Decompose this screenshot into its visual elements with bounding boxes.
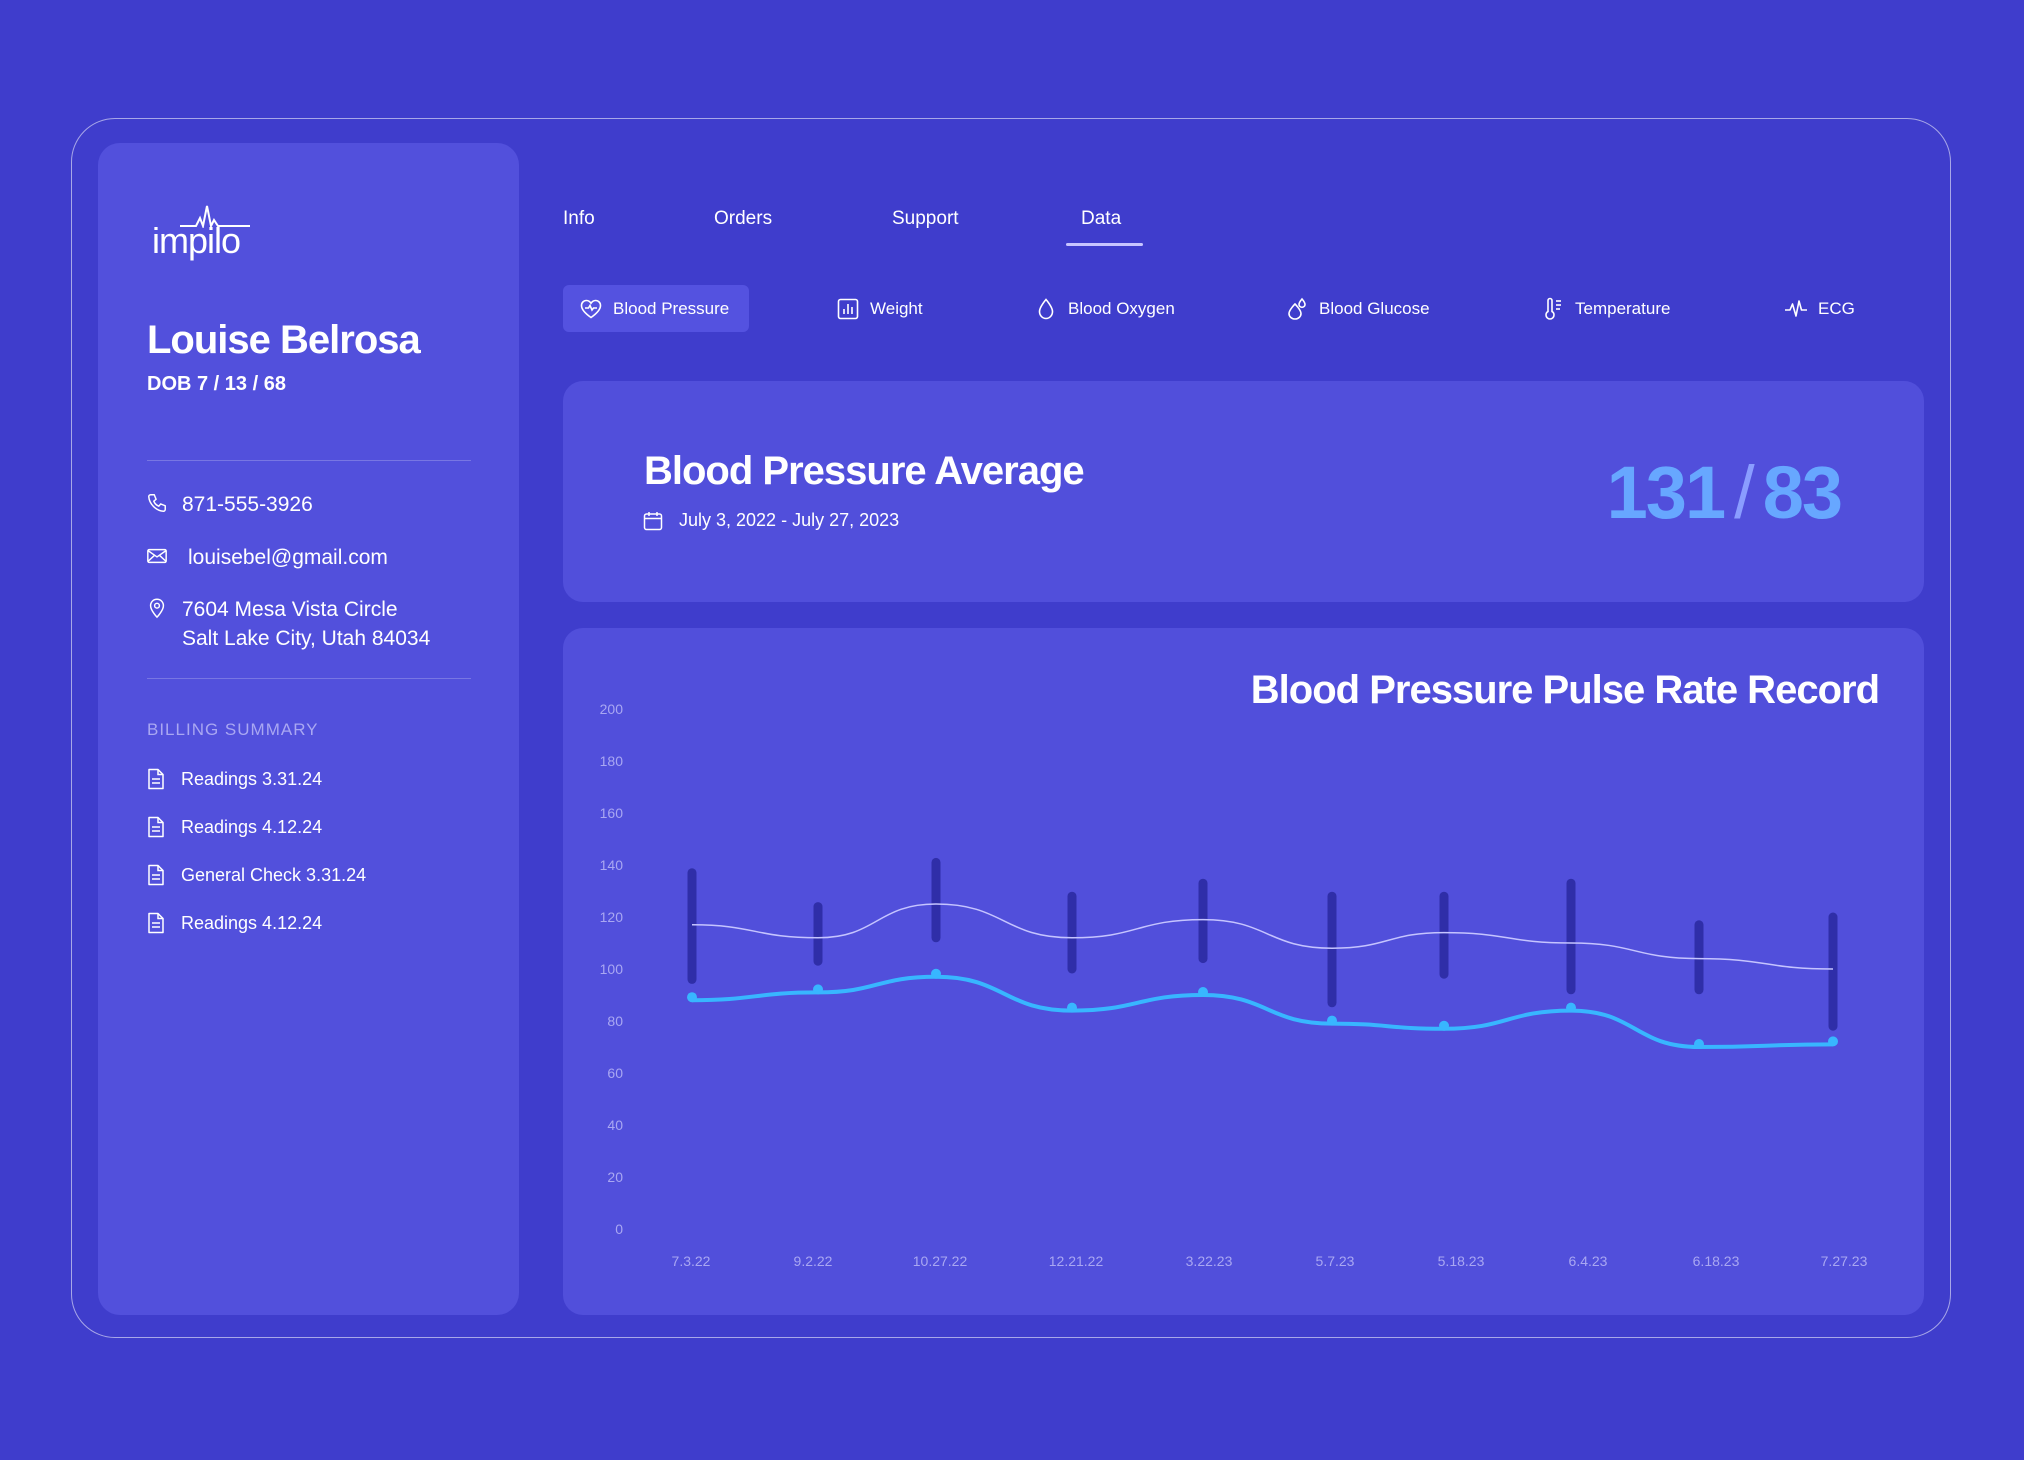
subtab-weight[interactable]: Weight xyxy=(836,285,923,332)
pulse-point xyxy=(1828,1036,1838,1047)
logo-text: impilo xyxy=(152,220,241,261)
patient-sidebar xyxy=(98,143,519,1315)
y-tick-label: 40 xyxy=(607,1117,623,1133)
address-line-2: Salt Lake City, Utah 84034 xyxy=(182,627,431,650)
average-line xyxy=(691,903,1834,970)
x-tick-label: 7.27.23 xyxy=(1821,1253,1868,1269)
billing-item[interactable]: General Check 3.31.24 xyxy=(146,864,366,886)
drops-icon xyxy=(1288,297,1306,320)
tab-orders[interactable]: Orders xyxy=(714,208,773,229)
y-tick-label: 80 xyxy=(607,1013,623,1029)
divider xyxy=(147,678,471,679)
y-tick-label: 100 xyxy=(600,961,624,977)
patient-name: Louise Belrosa xyxy=(147,318,421,362)
email-address: louisebel@gmail.com xyxy=(188,546,388,569)
billing-item-label: General Check 3.31.24 xyxy=(181,864,367,885)
bp-average-value: 131/83 xyxy=(1606,450,1843,535)
phone-icon xyxy=(148,494,166,512)
address: 7604 Mesa Vista Circle Salt Lake City, U… xyxy=(182,595,430,653)
x-tick-label: 10.27.22 xyxy=(913,1253,968,1269)
subtab-label: Weight xyxy=(870,298,923,318)
document-icon xyxy=(148,912,164,934)
pulse-point xyxy=(1327,1015,1337,1026)
chart-title: Blood Pressure Pulse Rate Record xyxy=(1250,668,1880,712)
y-tick-label: 200 xyxy=(600,701,624,717)
pulse-point xyxy=(813,984,823,995)
pulse-point xyxy=(931,968,941,979)
y-tick-label: 140 xyxy=(600,857,624,873)
x-tick-label: 6.18.23 xyxy=(1693,1253,1740,1269)
x-tick-label: 5.18.23 xyxy=(1438,1253,1485,1269)
logo-pulse-icon xyxy=(180,205,250,228)
billing-item-label: Readings 3.31.24 xyxy=(181,768,323,789)
x-tick-label: 6.4.23 xyxy=(1569,1253,1608,1269)
systolic-value: 131 xyxy=(1606,451,1726,534)
patient-dob: DOB 7 / 13 / 68 xyxy=(147,373,286,395)
x-tick-label: 7.3.22 xyxy=(672,1253,711,1269)
billing-item[interactable]: Readings 4.12.24 xyxy=(146,816,322,838)
bar-chart-icon xyxy=(837,298,859,319)
subtab-label: Blood Glucose xyxy=(1319,298,1430,318)
pulse-point xyxy=(1566,1002,1576,1013)
document-icon xyxy=(148,768,164,790)
tab-info[interactable]: Info xyxy=(563,208,595,229)
tab-support[interactable]: Support xyxy=(892,208,959,229)
y-tick-label: 20 xyxy=(607,1169,623,1185)
diastolic-value: 83 xyxy=(1762,451,1843,534)
date-range-text: July 3, 2022 - July 27, 2023 xyxy=(679,510,900,530)
ecg-icon xyxy=(1785,299,1807,317)
x-tick-label: 3.22.23 xyxy=(1186,1253,1233,1269)
bp-average-card xyxy=(563,381,1924,602)
phone-row[interactable]: 871-555-3926 xyxy=(146,490,313,519)
location-pin-icon xyxy=(149,598,165,619)
pulse-point xyxy=(1439,1020,1449,1031)
dashboard-frame xyxy=(71,118,1951,1338)
pulse-point xyxy=(1067,1002,1077,1013)
subtab-temperature[interactable]: Temperature xyxy=(1541,285,1670,332)
document-icon xyxy=(148,864,164,886)
x-tick-label: 12.21.22 xyxy=(1049,1253,1104,1269)
billing-item-label: Readings 4.12.24 xyxy=(181,816,323,837)
subtab-label: Temperature xyxy=(1575,298,1671,318)
thermometer-icon xyxy=(1545,297,1561,320)
y-tick-label: 0 xyxy=(615,1221,623,1237)
subtab-label: Blood Oxygen xyxy=(1068,298,1175,318)
subtab-label: Blood Pressure xyxy=(613,298,730,318)
billing-item[interactable]: Readings 4.12.24 xyxy=(146,912,322,934)
pulse-point xyxy=(687,992,697,1003)
pulse-point xyxy=(1198,987,1208,997)
active-tab-indicator xyxy=(1066,243,1143,246)
y-tick-label: 180 xyxy=(600,753,624,769)
y-tick-label: 120 xyxy=(600,909,624,925)
bp-average-title: Blood Pressure Average xyxy=(644,449,1085,493)
billing-item[interactable]: Readings 3.31.24 xyxy=(146,768,322,790)
subtab-blood-pressure[interactable]: Blood Pressure xyxy=(563,285,750,332)
calendar-icon xyxy=(643,511,663,530)
pulse-rate-chart: 0 20 40 60 80 100 120 140 160 180 200 7.3.22 9.2.22 1… xyxy=(600,701,1868,1269)
address-row[interactable]: 7604 Mesa Vista Circle Salt Lake City, U… xyxy=(146,595,430,653)
tab-data[interactable]: Data xyxy=(1081,208,1122,229)
pulse-point xyxy=(1694,1039,1704,1049)
subtab-label: ECG xyxy=(1818,298,1855,318)
mail-icon xyxy=(147,548,167,564)
phone-number: 871-555-3926 xyxy=(182,493,313,516)
document-icon xyxy=(148,816,164,838)
y-tick-label: 60 xyxy=(607,1065,623,1081)
x-tick-label: 5.7.23 xyxy=(1316,1253,1355,1269)
divider xyxy=(147,460,471,461)
subtab-blood-glucose[interactable]: Blood Glucose xyxy=(1285,285,1430,332)
billing-item-label: Readings 4.12.24 xyxy=(181,912,323,933)
address-line-1: 7604 Mesa Vista Circle xyxy=(182,598,398,621)
bp-date-range[interactable]: July 3, 2022 - July 27, 2023 xyxy=(643,510,899,531)
email-row[interactable]: louisebel@gmail.com xyxy=(146,543,388,572)
x-tick-label: 9.2.22 xyxy=(794,1253,833,1269)
billing-summary-heading: BILLING SUMMARY xyxy=(147,720,319,739)
heart-pulse-icon xyxy=(580,299,602,318)
pulse-rate-line xyxy=(691,974,1834,1049)
drop-icon xyxy=(1038,297,1054,319)
subtab-ecg[interactable]: ECG xyxy=(1784,285,1855,332)
y-tick-label: 160 xyxy=(600,805,624,821)
subtab-blood-oxygen[interactable]: Blood Oxygen xyxy=(1034,285,1175,332)
value-separator: / xyxy=(1734,451,1755,534)
